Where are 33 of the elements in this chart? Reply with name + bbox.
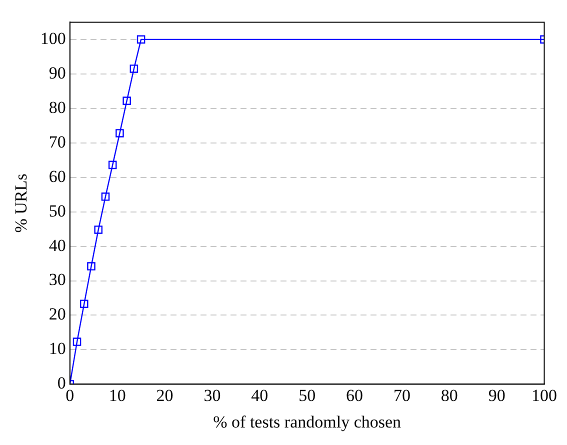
x-tick-label: 50 (298, 386, 316, 405)
point (130, 64, 138, 73)
point (87, 262, 96, 270)
y-tick-label: 80 (48, 98, 66, 117)
point (80, 300, 88, 308)
y-tick-label: 100 (40, 28, 66, 48)
point (122, 96, 131, 105)
y-tick-label: 60 (48, 166, 66, 186)
x-tick-label: 40 (251, 386, 268, 405)
y-tick-label: 40 (48, 236, 66, 255)
x-tick-label: 90 (488, 386, 506, 405)
y-tick-label: 70 (48, 132, 66, 152)
x-tick-label: 100 (532, 386, 557, 405)
y-tick-label: 10 (48, 339, 66, 358)
y-tick-label: 0 (57, 374, 66, 393)
x-tick-label: 10 (108, 386, 126, 405)
point (116, 129, 124, 138)
point (72, 338, 82, 346)
y-tick-label: 20 (48, 304, 66, 324)
point (108, 160, 117, 170)
y-tick-label: 30 (48, 270, 66, 290)
x-tick-label: 30 (204, 386, 221, 405)
x-tick-label: 60 (346, 386, 364, 405)
x-axis-title: % of tests randomly chosen (213, 412, 402, 432)
y-axis-title: % URLs (12, 174, 31, 233)
x-tick-label: 20 (156, 386, 174, 405)
y-tick-label: 50 (48, 201, 66, 220)
point (136, 35, 146, 44)
y-tick-label: 90 (48, 63, 66, 82)
point (94, 226, 102, 234)
point (101, 192, 110, 201)
x-tick-label: 70 (393, 386, 410, 405)
x-tick-label: 80 (440, 386, 458, 405)
